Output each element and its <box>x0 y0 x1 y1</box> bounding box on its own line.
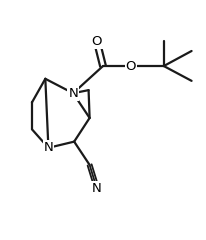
Text: O: O <box>126 60 136 72</box>
Text: O: O <box>92 35 102 48</box>
Text: N: N <box>43 141 53 154</box>
Text: N: N <box>92 182 102 195</box>
Text: N: N <box>68 87 78 100</box>
